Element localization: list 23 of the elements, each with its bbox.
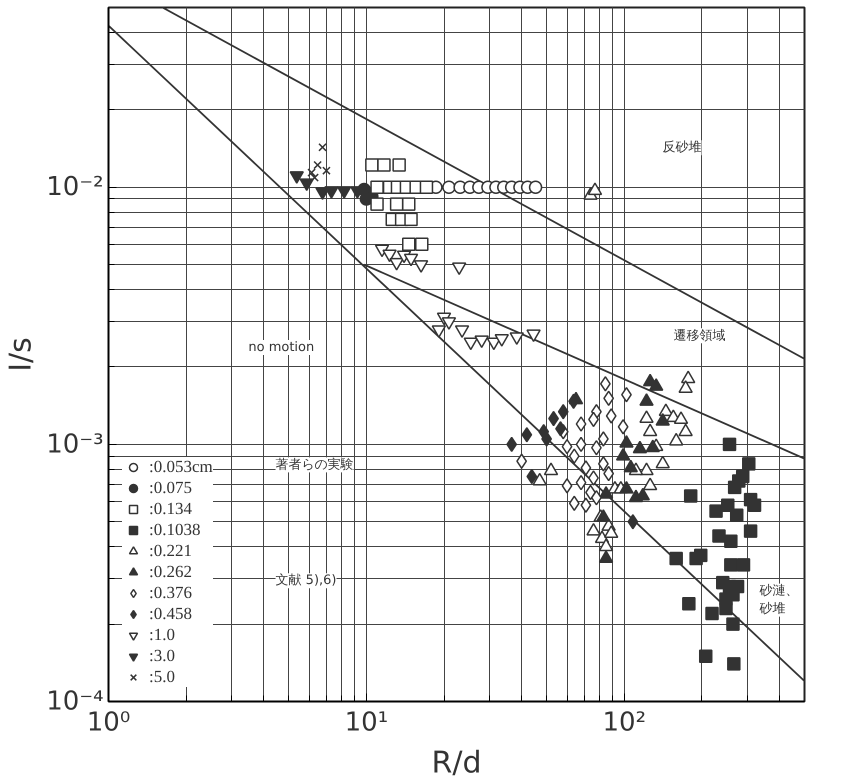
legend-label: :3.0 <box>149 646 175 666</box>
legend-label: :1.0 <box>149 625 175 645</box>
legend-label: :0.458 <box>149 604 192 624</box>
x-tick-label: 10² <box>602 708 646 738</box>
annotation: 著者らの実験 <box>276 456 354 472</box>
legend-label: :0.221 <box>149 541 192 561</box>
legend-label: :0.376 <box>149 583 192 603</box>
legend-label: :0.262 <box>149 562 192 582</box>
y-tick-label: 10⁻³ <box>46 429 104 460</box>
annotation: 文献 5),6) <box>276 573 336 588</box>
legend-label: :0.053cm <box>149 457 213 477</box>
legend-label: :0.075 <box>149 478 192 498</box>
annotation: 遷移領域 <box>674 328 726 344</box>
annotation: 砂漣、砂堆 <box>758 584 798 617</box>
y-axis-title: I/s <box>3 337 38 372</box>
legend-label: :0.134 <box>149 499 192 519</box>
legend-label: :5.0 <box>149 667 175 687</box>
x-axis-title: R/d <box>432 746 482 780</box>
legend-label: :0.1038 <box>149 520 200 540</box>
x-tick-label: 10¹ <box>344 708 388 738</box>
y-tick-label: 10⁻² <box>46 172 104 202</box>
annotation: no motion <box>248 340 314 356</box>
annotation: 反砂堆 <box>662 140 702 156</box>
